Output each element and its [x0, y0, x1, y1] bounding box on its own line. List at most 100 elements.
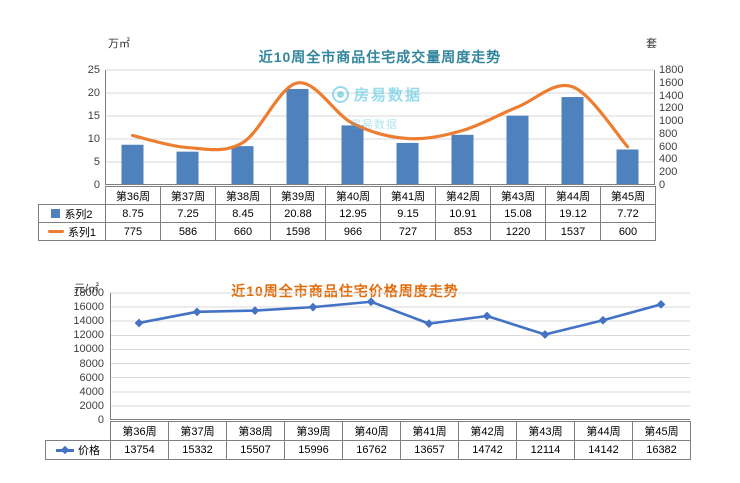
price-left-tick-label: 8000 [79, 357, 104, 370]
price-marker [424, 319, 434, 329]
week-header-cell: 第41周 [380, 186, 436, 205]
week-header-cell: 第43周 [516, 421, 575, 441]
volume-right-axis-unit-label: 套 [646, 38, 657, 50]
value-cell: 12.95 [325, 204, 381, 223]
volume-data-table: 第36周 第37周 第38周 第39周 第40周 第41周 第42周 第43周 第44周 第45周… [38, 186, 656, 241]
price-left-axis-unit-label: 元/㎡ [74, 283, 100, 295]
week-header-cell: 第40周 [325, 186, 381, 205]
week-header-cell: 第42周 [435, 186, 491, 205]
watermark-text-secondary: 房易数据 [350, 119, 398, 131]
series-legend-cell: 系列2 [38, 204, 106, 223]
price-left-tick-label: 2000 [79, 399, 104, 412]
value-cell: 14142 [574, 440, 633, 460]
volume-bar [616, 149, 639, 185]
volume-bar [506, 115, 529, 185]
series-legend-cell: 系列1 [38, 222, 106, 241]
volume-right-tick-label: 0 [659, 179, 666, 191]
price-data-table: 第36周 第37周 第38周 第39周 第40周 第41周 第42周 第43周 第44周 第45周… [45, 421, 691, 460]
value-cell: 660 [215, 222, 271, 241]
table-corner-spacer [46, 422, 111, 441]
week-header-cell: 第39周 [270, 186, 326, 205]
volume-line [130, 81, 630, 152]
volume-right-tick-label: 800 [659, 127, 678, 140]
value-cell: 1598 [270, 222, 326, 241]
volume-bar [561, 97, 584, 185]
volume-bar [341, 125, 364, 185]
value-cell: 12114 [516, 440, 575, 460]
week-header-cell: 第42周 [458, 421, 517, 441]
volume-bar [121, 144, 144, 185]
price-marker [540, 330, 550, 339]
price-marker [366, 297, 376, 307]
price-marker [192, 307, 202, 317]
volume-bar [231, 146, 254, 185]
volume-right-tick-label: 400 [659, 153, 678, 166]
value-cell: 15996 [284, 440, 343, 460]
price-left-tick-label: 18000 [73, 287, 104, 299]
table-row: 系列1 775 586 660 1598 966 727 853 1220 1537 600 [38, 222, 656, 241]
table-row: 价格 13754 15332 15507 15996 16762 13657 14742 121… [45, 440, 691, 460]
volume-right-tick-label: 1600 [659, 76, 684, 89]
price-marker [308, 302, 318, 312]
price-line [137, 300, 663, 336]
price-left-tick-label: 16000 [73, 301, 104, 314]
price-chart-title: 近10周全市商品住宅价格周度走势 [231, 283, 459, 299]
volume-left-tick-label: 25 [87, 64, 100, 76]
volume-left-tick-label: 15 [87, 110, 100, 122]
week-header-cell: 第37周 [160, 186, 216, 205]
price-left-tick-label: 6000 [79, 371, 104, 384]
value-cell: 853 [435, 222, 491, 241]
week-header-cell: 第41周 [400, 421, 459, 441]
volume-bar [176, 151, 199, 185]
price-left-tick-label: 0 [97, 414, 104, 426]
price-left-tick-label: 10000 [73, 343, 104, 356]
price-marker [482, 311, 492, 321]
volume-right-tick-label: 600 [659, 140, 678, 153]
value-cell: 15507 [226, 440, 285, 460]
value-cell: 13754 [110, 440, 169, 460]
value-cell: 1220 [490, 222, 546, 241]
bar-series-swatch-icon [51, 209, 61, 218]
value-cell: 15332 [168, 440, 227, 460]
volume-plot [105, 69, 655, 185]
line-series-swatch-icon [47, 230, 64, 233]
watermark: 房易数据 [332, 84, 422, 105]
week-header-cell: 第44周 [545, 186, 601, 205]
volume-left-tick-label: 0 [93, 179, 100, 191]
series-name: 价格 [78, 445, 100, 457]
price-plot [110, 292, 690, 420]
week-header-cell: 第36周 [110, 421, 169, 441]
volume-left-tick-label: 5 [93, 156, 100, 168]
price-marker [656, 300, 666, 309]
value-cell: 586 [160, 222, 216, 241]
volume-right-tick-label: 1200 [659, 102, 684, 115]
series-name: 系列1 [67, 226, 97, 239]
volume-right-tick-label: 1400 [659, 89, 684, 102]
price-marker [598, 315, 608, 325]
volume-bar [451, 134, 474, 185]
volume-left-tick-label: 20 [87, 87, 100, 99]
week-header-cell: 第43周 [490, 186, 546, 205]
series-legend-cell: 价格 [45, 440, 111, 460]
value-cell: 13657 [400, 440, 459, 460]
value-cell: 10.91 [435, 204, 491, 223]
volume-chart-title: 近10周全市商品住宅成交量周度走势 [258, 49, 502, 65]
price-left-tick-label: 14000 [73, 315, 104, 328]
value-cell: 16762 [342, 440, 401, 460]
week-header-cell: 第45周 [632, 421, 691, 441]
price-marker [134, 318, 144, 328]
price-left-tick-label: 4000 [79, 385, 104, 398]
week-header-cell: 第37周 [168, 421, 227, 441]
value-cell: 727 [380, 222, 436, 241]
volume-left-tick-label: 10 [87, 133, 100, 145]
watermark-logo-icon [332, 86, 349, 103]
week-header-cell: 第38周 [226, 421, 285, 441]
value-cell: 16382 [632, 440, 691, 460]
value-cell: 600 [600, 222, 656, 241]
value-cell: 9.15 [380, 204, 436, 223]
volume-bar [396, 142, 419, 185]
